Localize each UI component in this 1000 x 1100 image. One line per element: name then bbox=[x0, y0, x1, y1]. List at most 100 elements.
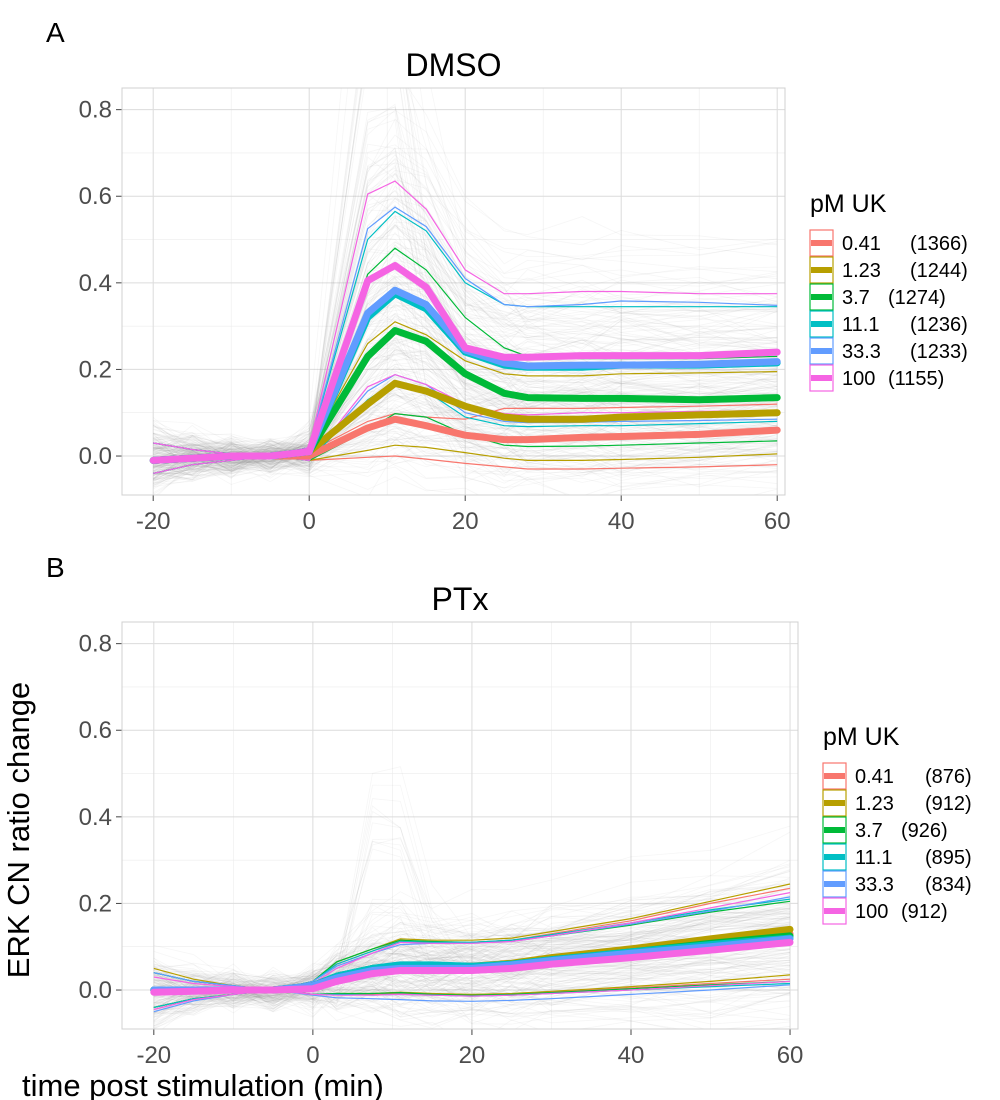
single-cell-trace bbox=[153, 449, 778, 495]
single-cell-trace bbox=[153, 248, 778, 469]
x-tick-label: -20 bbox=[136, 1042, 171, 1069]
single-cell-trace bbox=[153, 905, 791, 1000]
legend-label: 3.7 bbox=[842, 287, 870, 309]
single-cell-trace bbox=[153, 913, 791, 1029]
y-tick-label: 0.6 bbox=[79, 183, 112, 210]
legend-count: (834) bbox=[925, 874, 972, 896]
single-cell-trace bbox=[153, 937, 791, 1001]
single-cell-trace bbox=[153, 910, 791, 999]
single-cell-trace bbox=[153, 967, 791, 1006]
y-tick-label: 0.4 bbox=[79, 270, 112, 297]
single-cell-trace bbox=[153, 917, 791, 984]
single-cell-trace bbox=[153, 974, 791, 1018]
single-cell-trace bbox=[153, 934, 791, 1002]
single-cell-trace bbox=[153, 922, 791, 993]
single-cell-trace bbox=[153, 921, 791, 1011]
panel-a: A DMSO -20 0 20 40 60 0.0 0.2 0.4 0.6 0.8 pM UK 0… bbox=[46, 17, 968, 535]
single-cell-trace bbox=[153, 185, 778, 456]
single-cell-trace bbox=[153, 198, 778, 454]
single-cell-trace bbox=[153, 907, 791, 996]
legend-label: 0.41 bbox=[842, 233, 881, 255]
single-cell-trace bbox=[153, 216, 778, 460]
legend-count: (1155) bbox=[888, 368, 944, 390]
single-cell-trace bbox=[153, 275, 778, 471]
single-cell-trace bbox=[153, 960, 791, 1015]
single-cell-trace bbox=[153, 961, 791, 1003]
single-cell-trace bbox=[152, 447, 778, 495]
single-cell-trace bbox=[153, 988, 791, 1022]
x-tick-label: 0 bbox=[306, 1042, 319, 1069]
single-cell-trace bbox=[153, 216, 778, 470]
single-cell-trace bbox=[153, 152, 778, 470]
single-cell-trace bbox=[153, 911, 791, 1001]
legend-label: 0.41 bbox=[855, 766, 894, 788]
single-cell-trace bbox=[153, 883, 791, 995]
single-cell-trace bbox=[153, 994, 791, 1029]
single-cell-trace bbox=[153, 179, 778, 465]
single-cell-trace bbox=[153, 169, 778, 447]
single-cell-trace bbox=[153, 831, 791, 999]
single-cell-trace bbox=[153, 316, 778, 464]
single-cell-trace bbox=[153, 898, 791, 983]
single-cell-trace bbox=[153, 338, 778, 479]
single-cell-trace bbox=[153, 892, 791, 1002]
single-cell-trace bbox=[153, 906, 791, 990]
single-cell-trace bbox=[153, 958, 791, 1013]
x-axis-title: time post stimulation (min) bbox=[22, 1068, 384, 1100]
single-cell-trace bbox=[153, 432, 778, 482]
single-cell-trace bbox=[153, 917, 791, 990]
legend-count: (876) bbox=[925, 766, 972, 788]
single-cell-trace bbox=[153, 919, 791, 1007]
single-cell-trace bbox=[153, 411, 778, 475]
single-cell-trace bbox=[153, 385, 778, 454]
y-axis-title: ERK CN ratio change bbox=[1, 682, 36, 978]
single-cell-trace bbox=[153, 953, 791, 1001]
single-cell-trace bbox=[153, 336, 778, 474]
single-cell-trace bbox=[153, 986, 791, 1018]
plot-content bbox=[150, 766, 794, 1029]
single-cell-trace bbox=[153, 956, 791, 1005]
legend-label: 11.1 bbox=[855, 847, 892, 869]
legend-b-title: pM UK bbox=[823, 723, 900, 751]
single-cell-trace bbox=[153, 259, 778, 473]
single-cell-trace bbox=[153, 464, 778, 495]
single-cell-trace bbox=[153, 225, 778, 470]
single-cell-trace bbox=[153, 304, 778, 469]
x-tick-label: 20 bbox=[459, 1042, 486, 1069]
single-cell-trace bbox=[153, 442, 778, 489]
single-cell-trace bbox=[153, 977, 791, 1015]
single-cell-trace bbox=[153, 103, 778, 466]
single-cell-trace bbox=[152, 326, 778, 476]
legend-item-100: 100 (912) bbox=[822, 897, 948, 925]
single-cell-trace bbox=[153, 383, 778, 477]
single-cell-trace bbox=[153, 162, 778, 445]
single-cell-trace bbox=[153, 959, 791, 1011]
legend-count: (1233) bbox=[910, 341, 968, 363]
legend-label: 3.7 bbox=[855, 820, 883, 842]
legend-count: (912) bbox=[925, 793, 972, 815]
single-cell-trace bbox=[153, 288, 778, 468]
single-cell-trace bbox=[153, 359, 778, 464]
single-cell-trace bbox=[153, 419, 778, 473]
legend-item-3.7: 3.7 (1274) bbox=[809, 283, 946, 311]
legend-item-33.3: 33.3 (834) bbox=[822, 870, 972, 898]
single-cell-trace bbox=[153, 901, 791, 1001]
legend-item-1.23: 1.23 (1244) bbox=[809, 256, 968, 284]
single-cell-trace bbox=[153, 970, 791, 1011]
single-cell-trace bbox=[153, 974, 791, 1013]
y-tick-label: 0.8 bbox=[79, 631, 112, 658]
single-cell-trace bbox=[153, 432, 778, 475]
single-cell-trace bbox=[153, 911, 791, 1007]
legend-item-11.1: 11.1 (895) bbox=[822, 843, 972, 871]
single-cell-trace bbox=[153, 961, 791, 1009]
single-cell-trace bbox=[153, 236, 778, 465]
single-cell-trace bbox=[153, 955, 791, 1011]
single-cell-trace bbox=[153, 413, 778, 484]
single-cell-trace bbox=[153, 88, 778, 451]
legend-b: pM UK 0.41 (876) 1.23 (912) 3.7 (926) 11.1 (895… bbox=[822, 723, 972, 925]
single-cell-trace bbox=[153, 393, 778, 466]
single-cell-trace bbox=[153, 918, 791, 1009]
plot-area-b: -20 0 20 40 60 0.0 0.2 0.4 0.6 0.8 bbox=[79, 621, 803, 1069]
single-cell-trace bbox=[153, 302, 778, 478]
single-cell-trace bbox=[153, 328, 778, 481]
